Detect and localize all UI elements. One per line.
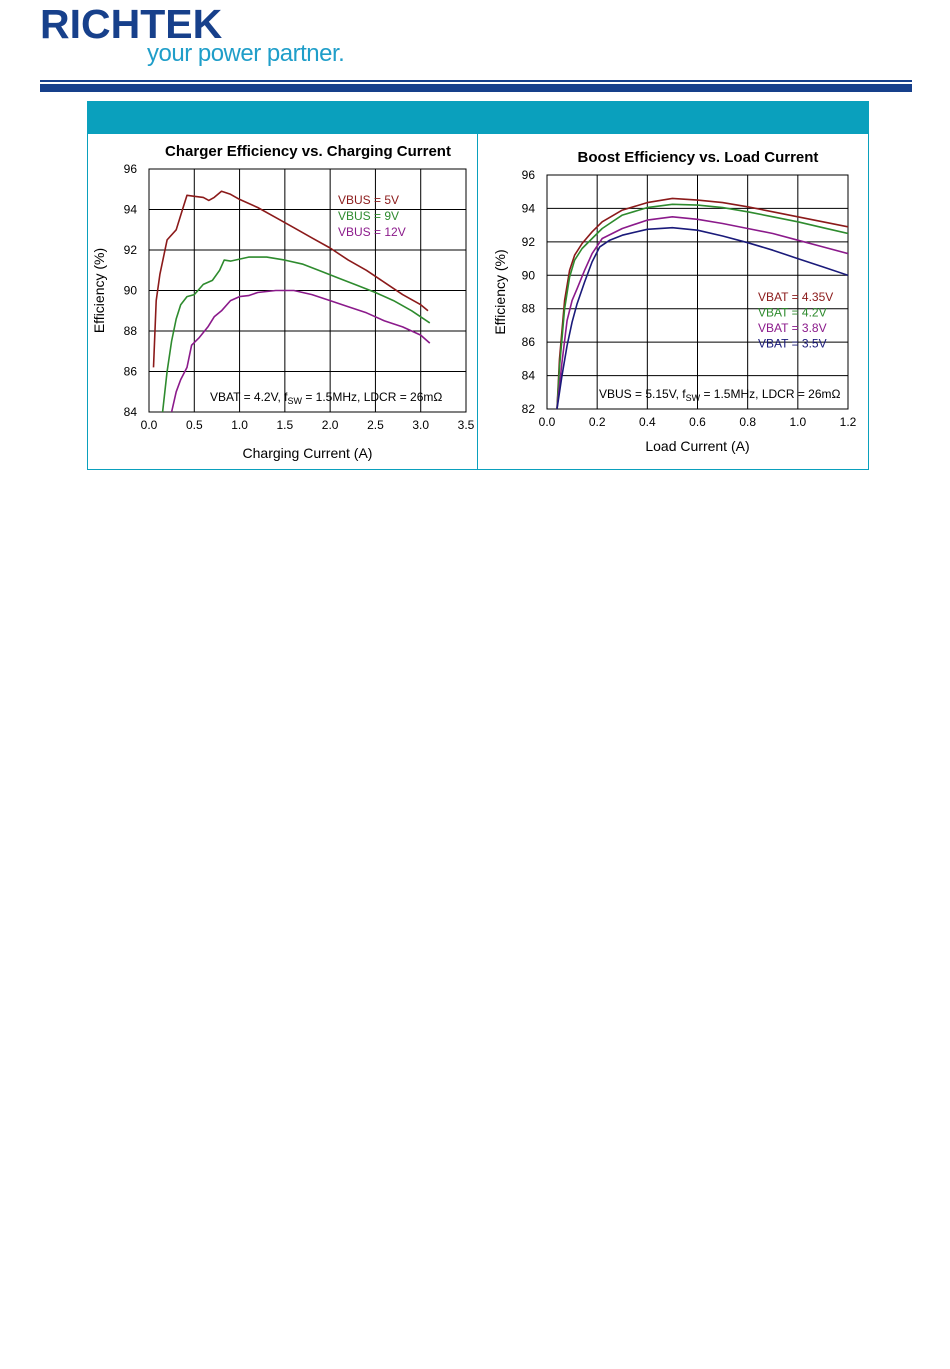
chart-0-xtick-2: 1.0 xyxy=(231,418,248,432)
chart-1-xlabel: Load Current (A) xyxy=(645,438,749,454)
brand-name: RICHTEK xyxy=(40,1,223,47)
chart-0-xlabel: Charging Current (A) xyxy=(243,445,373,461)
panel-divider xyxy=(477,102,478,469)
chart-1-ytick-7: 96 xyxy=(522,168,536,182)
chart-0-ytick-3: 90 xyxy=(124,284,138,298)
chart-0-ytick-0: 84 xyxy=(124,405,138,419)
chart-0-ytick-6: 96 xyxy=(124,162,138,176)
chart-1-xtick-5: 1.0 xyxy=(789,415,806,429)
chart-0-ytick-2: 88 xyxy=(124,324,138,338)
chart-1-title: Boost Efficiency vs. Load Current xyxy=(578,149,819,166)
figure-panel xyxy=(87,101,869,470)
chart-0-xtick-1: 0.5 xyxy=(186,418,203,432)
chart-1-xtick-0: 0.0 xyxy=(539,415,556,429)
chart-0-ylabel: Efficiency (%) xyxy=(91,248,107,333)
chart-0-ytick-5: 94 xyxy=(124,203,138,217)
chart-1-ylabel: Efficiency (%) xyxy=(492,249,508,334)
chart-1-series-1-line xyxy=(556,203,848,409)
chart-0-xtick-6: 3.0 xyxy=(412,418,429,432)
chart-0-annotation: VBAT = 4.2V, fSW = 1.5MHz, LDCR = 26mΩ xyxy=(210,390,442,406)
chart-0-ytick-4: 92 xyxy=(124,243,138,257)
chart-1-ytick-3: 88 xyxy=(522,302,536,316)
chart-0-xtick-0: 0.0 xyxy=(141,418,158,432)
chart-0-xtick-4: 2.0 xyxy=(322,418,339,432)
chart-1-series-2-line xyxy=(556,216,848,409)
chart-1-ytick-6: 94 xyxy=(522,201,536,215)
chart-1-ytick-5: 92 xyxy=(522,235,536,249)
chart-1: 0.0 0.2 0.4 0.6 0.8 1.0 1.2 82 84 86 88 90 92 94 96 VBA… xyxy=(492,149,857,454)
chart-0: 0.0 0.5 1.0 1.5 2.0 2.5 3.0 3.5 84 86 88 90 92 94 96 VB… xyxy=(91,143,475,461)
chart-1-legend-3: VBAT = 3.5V xyxy=(758,337,827,351)
chart-0-series-1-line xyxy=(161,256,431,412)
chart-1-legend-1: VBAT = 4.2V xyxy=(758,306,827,320)
chart-1-legend-2: VBAT = 3.8V xyxy=(758,321,827,335)
chart-1-series-0-line xyxy=(556,197,848,409)
header-rule-thin xyxy=(40,80,912,82)
chart-0-legend-0: VBUS = 5V xyxy=(338,193,399,207)
chart-0-legend-2: VBUS = 12V xyxy=(338,225,406,239)
chart-1-xtick-6: 1.2 xyxy=(840,415,857,429)
chart-1-xtick-2: 0.4 xyxy=(639,415,656,429)
richtek-logo: RICHTEK your power partner. xyxy=(40,2,370,72)
chart-0-series-2-line xyxy=(170,289,431,412)
panel-header-bar xyxy=(88,102,868,134)
chart-1-ytick-1: 84 xyxy=(522,369,536,383)
chart-0-frame xyxy=(148,168,467,413)
chart-0-ytick-1: 86 xyxy=(124,365,138,379)
chart-0-title: Charger Efficiency vs. Charging Current xyxy=(165,143,451,160)
chart-1-annotation: VBUS = 5.15V, fSW = 1.5MHz, LDCR = 26mΩ xyxy=(599,387,841,403)
chart-1-xtick-4: 0.8 xyxy=(739,415,756,429)
chart-1-series-3-line xyxy=(556,226,848,409)
chart-1-ytick-0: 82 xyxy=(522,402,536,416)
chart-1-ytick-4: 90 xyxy=(522,268,536,282)
chart-1-ytick-2: 86 xyxy=(522,335,536,349)
header-rule-thick xyxy=(40,84,912,92)
chart-0-legend-1: VBUS = 9V xyxy=(338,209,399,223)
brand-tagline: your power partner. xyxy=(147,40,345,67)
chart-0-xtick-5: 2.5 xyxy=(367,418,384,432)
chart-1-xtick-3: 0.6 xyxy=(689,415,706,429)
chart-1-xtick-1: 0.2 xyxy=(589,415,606,429)
chart-1-legend-0: VBAT = 4.35V xyxy=(758,290,833,304)
chart-0-xtick-7: 3.5 xyxy=(458,418,475,432)
chart-0-xtick-3: 1.5 xyxy=(277,418,294,432)
chart-0-series-0-line xyxy=(152,190,429,368)
chart-1-frame xyxy=(546,174,849,410)
